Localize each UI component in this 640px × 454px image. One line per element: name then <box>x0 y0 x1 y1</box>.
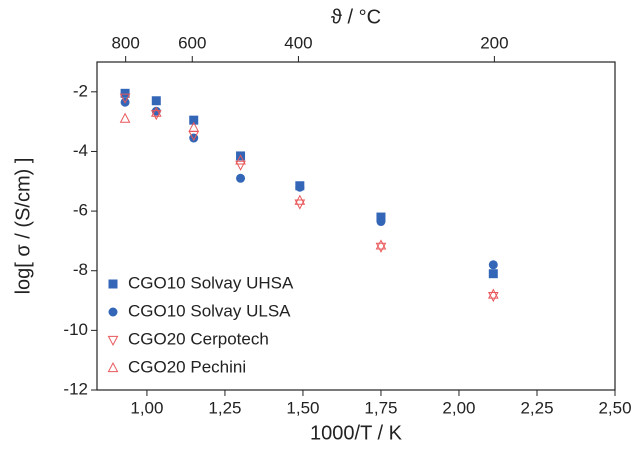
legend-label: CGO20 Cerpotech <box>128 329 269 348</box>
point <box>488 260 498 270</box>
x-axis-label: 1000/T / K <box>310 422 403 444</box>
point <box>236 173 246 183</box>
y-tick-label: -10 <box>63 320 88 339</box>
legend-marker <box>107 335 119 347</box>
y-tick-label: -8 <box>73 260 88 279</box>
y-tick-label: -2 <box>73 81 88 100</box>
point <box>235 154 246 165</box>
x-tick-label: 1,50 <box>286 398 319 417</box>
x-tick-label: 1,25 <box>208 398 241 417</box>
x-tick-label: 2,25 <box>520 398 553 417</box>
y-tick-label: -12 <box>63 379 88 398</box>
point <box>150 110 162 121</box>
top-tick-label: 800 <box>111 33 139 52</box>
top-tick-label: 400 <box>284 33 312 52</box>
x-tick-label: 2,00 <box>442 398 475 417</box>
point <box>188 121 200 132</box>
y-tick-label: -4 <box>73 141 88 160</box>
point <box>151 96 161 106</box>
legend-label: CGO10 Solvay UHSA <box>128 273 294 292</box>
point <box>120 88 130 98</box>
point <box>295 182 305 192</box>
point <box>150 106 162 117</box>
point <box>119 112 131 123</box>
top-axis-label: ϑ / °C <box>331 6 381 28</box>
y-axis-label: log[ σ / (S/cm) ] <box>12 158 34 295</box>
point <box>375 242 387 253</box>
x-tick-label: 1,00 <box>130 398 163 417</box>
point <box>151 106 161 116</box>
plot-frame <box>96 61 616 391</box>
top-tick-label: 600 <box>178 33 206 52</box>
point <box>487 288 499 299</box>
point <box>487 291 499 303</box>
x-tick-label: 1,75 <box>364 398 397 417</box>
point <box>235 160 246 171</box>
legend-label: CGO20 Pechini <box>128 357 246 376</box>
legend-label: CGO10 Solvay ULSA <box>128 301 291 320</box>
point <box>189 115 199 125</box>
y-tick-label: -6 <box>73 201 88 220</box>
legend-marker <box>108 307 118 317</box>
point <box>488 269 498 279</box>
point <box>375 239 387 250</box>
point <box>294 194 306 205</box>
x-tick-label: 2,50 <box>598 398 631 417</box>
point <box>376 217 386 227</box>
top-tick-label: 200 <box>480 33 508 52</box>
legend-marker <box>107 361 119 373</box>
legend-marker <box>108 279 118 289</box>
point <box>119 93 131 104</box>
